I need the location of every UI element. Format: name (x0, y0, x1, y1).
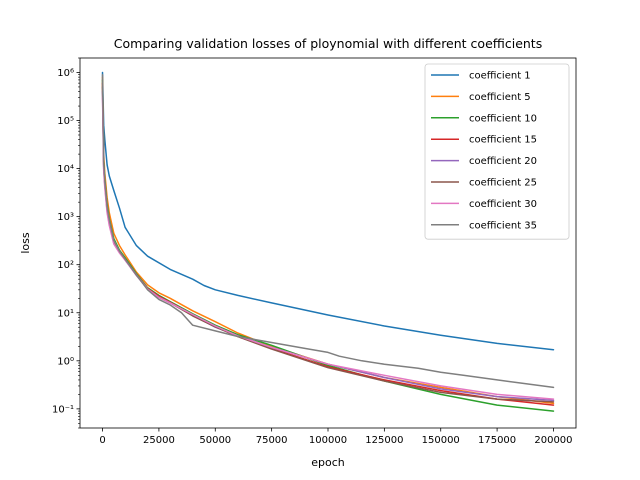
y-axis: 10⁻¹ 10⁰ 10¹ 10² 10³ 10⁴ 10⁵ 10⁶ (52, 57, 80, 429)
legend-label: coefficient 5 (469, 92, 531, 103)
y-tick-label: 10³ (57, 212, 74, 223)
legend-label: coefficient 15 (469, 135, 537, 146)
plot-area (101, 71, 555, 412)
x-tick-label: 200000 (534, 435, 572, 446)
legend-label: coefficient 1 (469, 71, 531, 82)
x-tick-label: 50000 (199, 435, 231, 446)
y-tick-label: 10¹ (57, 308, 74, 319)
chart-title: Comparing validation losses of ploynomia… (114, 36, 542, 51)
x-tick-label: 150000 (422, 435, 460, 446)
x-tick-label: 175000 (478, 435, 516, 446)
x-axis-label: epoch (311, 456, 345, 469)
legend-box (424, 63, 570, 240)
x-tick-label: 100000 (309, 435, 347, 446)
series-line-1 (101, 71, 555, 351)
series-line-8 (101, 73, 555, 389)
y-tick-label: 10⁻¹ (52, 404, 74, 415)
series-line-7 (101, 96, 555, 400)
y-tick-label: 10⁴ (57, 164, 74, 175)
y-tick-label: 10⁶ (57, 68, 74, 79)
x-tick-label: 25000 (143, 435, 175, 446)
legend-label: coefficient 35 (469, 220, 537, 231)
x-tick-label: 0 (99, 435, 105, 446)
y-tick-label: 10⁰ (57, 356, 74, 367)
y-tick-label: 10² (57, 260, 74, 271)
legend-label: coefficient 10 (469, 113, 537, 124)
legend: coefficient 1 coefficient 5 coefficient 10… (424, 63, 570, 240)
x-tick-label: 75000 (256, 435, 288, 446)
y-axis-label: loss (19, 232, 32, 254)
x-axis: 0 25000 50000 75000 100000 125000 150000 175000… (99, 428, 573, 446)
legend-label: coefficient 25 (469, 178, 537, 189)
legend-label: coefficient 30 (469, 199, 537, 210)
legend-label: coefficient 20 (469, 156, 537, 167)
y-tick-label: 10⁵ (57, 116, 74, 127)
x-tick-label: 125000 (365, 435, 403, 446)
